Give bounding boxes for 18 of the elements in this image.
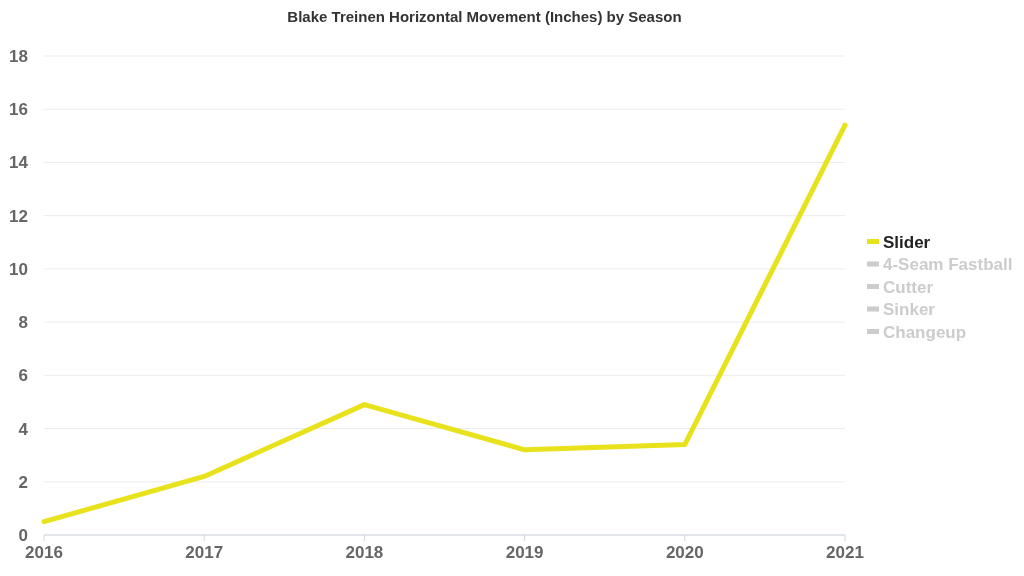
y-tick-label: 16 [9,100,28,120]
y-tick-label: 14 [9,153,29,173]
chart-title: Blake Treinen Horizontal Movement (Inches) by Season [287,8,682,25]
y-tick-label: 4 [18,419,29,439]
y-tick-label: 18 [9,46,28,66]
y-tick-label: 6 [18,366,28,386]
y-tick-label: 0 [18,525,28,545]
y-tick-label: 8 [18,313,28,333]
y-tick-label: 2 [18,472,28,492]
x-tick-label: 2016 [25,543,63,562]
x-tick-label: 2019 [505,543,544,562]
x-tick-label: 2018 [345,543,384,562]
y-tick-label: 10 [9,259,28,279]
x-tick-label: 2020 [665,543,704,562]
legend-label: Slider [883,232,931,252]
x-tick-label: 2017 [185,543,224,562]
y-tick-label: 12 [9,206,28,226]
x-tick-label: 2021 [826,543,864,562]
